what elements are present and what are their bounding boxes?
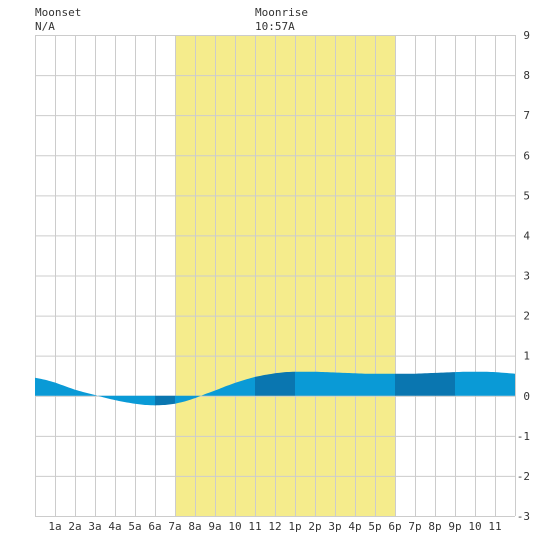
tide-area-segment	[35, 377, 55, 396]
tide-area-segment	[335, 372, 355, 396]
x-tick-label: 10	[228, 520, 241, 533]
x-axis-ticks: 1a 2a 3a 4a 5a 6a 7a 8a 9a 10 11 12 1p 2p 3p 4p 5p 6p 7p 8p…	[48, 520, 501, 533]
y-tick-label: -1	[517, 430, 530, 443]
tide-area-segment	[315, 371, 335, 396]
tide-area-segment	[255, 373, 275, 396]
tide-area-segment	[415, 372, 435, 396]
x-tick-label: 4p	[348, 520, 361, 533]
tide-area-segment	[275, 371, 295, 396]
tide-area-segment	[115, 395, 135, 404]
tide-area-segment	[355, 373, 375, 396]
tide-area-segment	[95, 394, 115, 401]
y-tick-label: -3	[517, 510, 530, 523]
x-tick-label: 8a	[188, 520, 201, 533]
tide-area-segment	[455, 371, 475, 396]
grid-layer	[35, 35, 516, 517]
moonrise-label: Moonrise	[255, 6, 308, 19]
x-tick-label: 4a	[108, 520, 121, 533]
y-tick-label: 5	[523, 189, 530, 202]
x-tick-label: 12	[268, 520, 281, 533]
x-tick-label: 9a	[208, 520, 221, 533]
y-tick-label: 3	[523, 270, 530, 283]
tide-area-segment	[495, 372, 515, 396]
label-layer: Moonset N/A Moonrise 10:57A	[35, 6, 308, 33]
x-tick-label: 3p	[328, 520, 341, 533]
y-tick-label: 9	[523, 29, 530, 42]
x-tick-label: 1p	[288, 520, 301, 533]
tide-area-segment	[175, 395, 195, 404]
y-tick-label: 7	[523, 109, 530, 122]
y-tick-label: 2	[523, 310, 530, 323]
tide-area-segment	[55, 382, 75, 396]
x-tick-label: 10	[468, 520, 481, 533]
x-tick-label: 8p	[428, 520, 441, 533]
x-tick-label: 11	[248, 520, 261, 533]
tide-area-segment	[475, 371, 495, 396]
y-tick-label: 8	[523, 69, 530, 82]
moonset-value: N/A	[35, 20, 55, 33]
x-tick-label: 2a	[68, 520, 81, 533]
tide-area-segment	[435, 372, 455, 396]
y-tick-label: -2	[517, 470, 530, 483]
y-axis-ticks: -3 -2 -1 0 1 2 3 4 5 6 7 8 9	[517, 29, 531, 523]
tide-area-segment	[395, 373, 415, 396]
x-tick-label: 7a	[168, 520, 181, 533]
tide-area-segment	[135, 395, 155, 406]
tide-layer	[35, 371, 515, 406]
x-tick-label: 11	[488, 520, 501, 533]
moonrise-value: 10:57A	[255, 20, 295, 33]
x-tick-label: 6p	[388, 520, 401, 533]
tide-area-segment	[195, 390, 215, 399]
x-tick-label: 9p	[448, 520, 461, 533]
x-tick-label: 1a	[48, 520, 61, 533]
y-tick-label: 0	[523, 390, 530, 403]
tide-area-segment	[215, 382, 235, 396]
x-tick-label: 5a	[128, 520, 141, 533]
y-tick-label: 6	[523, 149, 530, 162]
x-tick-label: 3a	[88, 520, 101, 533]
x-tick-label: 2p	[308, 520, 321, 533]
tide-area-segment	[295, 371, 315, 396]
y-tick-label: 4	[523, 229, 530, 242]
y-tick-label: 1	[523, 350, 530, 363]
moonset-label: Moonset	[35, 6, 81, 19]
x-tick-label: 5p	[368, 520, 381, 533]
tide-area-segment	[155, 395, 175, 406]
tide-area-segment	[375, 373, 395, 396]
x-tick-label: 6a	[148, 520, 161, 533]
tide-area-segment	[235, 376, 255, 396]
tide-area-segment	[75, 389, 95, 396]
x-tick-label: 7p	[408, 520, 421, 533]
